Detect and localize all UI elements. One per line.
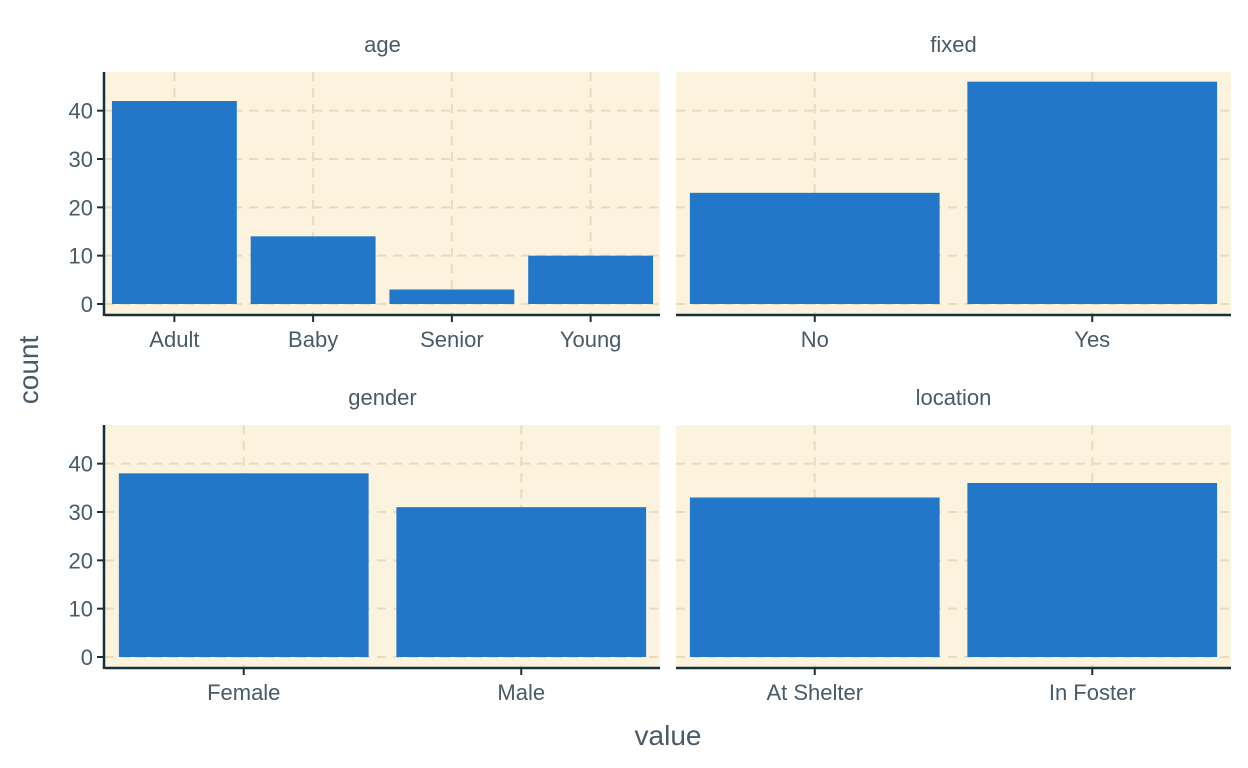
facet-panel-gender: gender Female Male 0 10 20 30 40 bbox=[69, 385, 660, 705]
x-tick-label: Yes bbox=[1074, 327, 1110, 352]
facet-panel-fixed: fixed No Yes bbox=[676, 32, 1231, 352]
bar-age-adult bbox=[111, 101, 237, 304]
y-tick-label: 10 bbox=[69, 597, 93, 622]
x-axis-title: value bbox=[635, 720, 702, 751]
y-axis-title: count bbox=[13, 336, 44, 405]
facet-title: location bbox=[916, 385, 992, 410]
y-tick-label: 20 bbox=[69, 548, 93, 573]
facet-panel-age: age Adult Baby Senior Young 0 10 20 30 40 bbox=[69, 32, 660, 352]
x-tick-label: Male bbox=[497, 680, 545, 705]
y-tick-label: 30 bbox=[69, 500, 93, 525]
facet-panel-location: location At Shelter In Foster bbox=[676, 385, 1231, 705]
bar-gender-male bbox=[396, 507, 647, 657]
x-tick-label: Female bbox=[207, 680, 280, 705]
bar-fixed-yes bbox=[967, 81, 1218, 305]
y-tick-label: 0 bbox=[81, 292, 93, 317]
y-tick-label: 0 bbox=[81, 645, 93, 670]
y-tick-label: 10 bbox=[69, 244, 93, 269]
x-tick-label: No bbox=[801, 327, 829, 352]
bar-age-young bbox=[528, 255, 654, 304]
facet-title: gender bbox=[348, 385, 417, 410]
y-tick-label: 20 bbox=[69, 195, 93, 220]
y-tick-label: 40 bbox=[69, 99, 93, 124]
x-tick-label: Young bbox=[560, 327, 622, 352]
x-tick-label: Adult bbox=[149, 327, 199, 352]
y-tick-label: 30 bbox=[69, 147, 93, 172]
x-tick-label: Senior bbox=[420, 327, 484, 352]
bar-gender-female bbox=[118, 473, 369, 657]
x-tick-label: At Shelter bbox=[766, 680, 863, 705]
bar-age-baby bbox=[250, 236, 376, 304]
bar-age-senior bbox=[389, 289, 515, 304]
bar-location-in-foster bbox=[967, 483, 1218, 657]
bar-location-at-shelter bbox=[689, 497, 940, 657]
bar-fixed-no bbox=[689, 192, 940, 304]
x-tick-label: In Foster bbox=[1049, 680, 1136, 705]
x-tick-label: Baby bbox=[288, 327, 338, 352]
facet-title: age bbox=[364, 32, 401, 57]
facet-title: fixed bbox=[930, 32, 976, 57]
y-tick-label: 40 bbox=[69, 452, 93, 477]
